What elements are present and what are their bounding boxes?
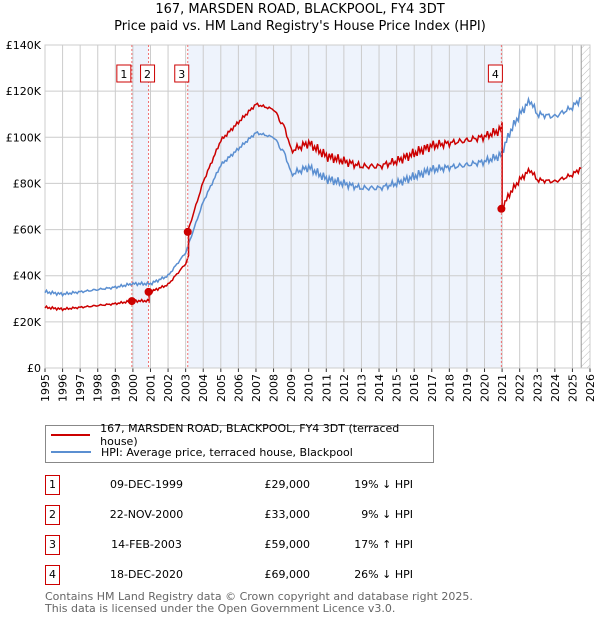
y-tick-label: £40K xyxy=(13,270,42,283)
sale-number: 1 xyxy=(45,475,60,495)
x-tick-label: 2000 xyxy=(127,374,140,402)
sale-price: £69,000 xyxy=(264,568,311,581)
x-tick-label: 2003 xyxy=(180,374,193,402)
x-tick-label: 2015 xyxy=(391,374,404,402)
x-tick-label: 2021 xyxy=(496,374,509,402)
shade-1-2 xyxy=(131,45,149,368)
sale-price: £59,000 xyxy=(264,538,311,551)
sale-4-point xyxy=(497,204,506,213)
sale-number: 2 xyxy=(45,505,60,525)
sale-row: 3 14-FEB-2003 £59,000 17% ↑ HPI xyxy=(45,535,425,555)
x-tick-label: 2017 xyxy=(426,374,439,402)
x-tick-label: 2001 xyxy=(144,374,157,402)
footer-copyright: Contains HM Land Registry data © Crown c… xyxy=(45,590,473,603)
sale-date: 18-DEC-2020 xyxy=(109,568,184,581)
x-tick-label: 2020 xyxy=(479,374,492,402)
y-tick-label: £120K xyxy=(6,85,42,98)
x-tick-label: 2016 xyxy=(408,374,421,402)
sale-3-label-box xyxy=(174,64,190,83)
y-tick-label: £80K xyxy=(13,177,42,190)
sale-1-point xyxy=(127,297,136,306)
sale-date: 09-DEC-1999 xyxy=(109,478,184,491)
sale-hpi-diff: 26% ↓ HPI xyxy=(354,568,413,581)
y-tick-label: £0 xyxy=(27,362,41,375)
sale-row: 2 22-NOV-2000 £33,000 9% ↓ HPI xyxy=(45,505,425,525)
hpi-line xyxy=(44,96,582,298)
footer-licence: This data is licensed under the Open Gov… xyxy=(45,602,396,615)
y-tick-label: £60K xyxy=(13,224,42,237)
x-tick-label: 2024 xyxy=(549,374,562,402)
sale-2-point xyxy=(144,287,153,296)
sale-2-label: 2 xyxy=(144,68,151,81)
x-tick-label: 2023 xyxy=(531,374,544,402)
x-tick-label: 2026 xyxy=(584,374,597,402)
y-tick-label: £100K xyxy=(6,131,42,144)
x-tick-label: 2007 xyxy=(250,374,263,402)
sale-number: 3 xyxy=(45,535,60,555)
x-tick-label: 2009 xyxy=(285,374,298,402)
sale-price: £33,000 xyxy=(264,508,311,521)
x-tick-label: 2008 xyxy=(268,374,281,402)
x-tick-label: 2022 xyxy=(514,374,527,402)
x-tick-label: 2011 xyxy=(320,374,333,402)
sale-hpi-diff: 17% ↑ HPI xyxy=(354,538,413,551)
plot-area: 1995 1996 1997 1998 1999 2000 2001 2002 2003 2004… xyxy=(6,39,597,402)
sale-1-label-box xyxy=(116,64,132,83)
x-tick-label: 2004 xyxy=(197,374,210,402)
plot-frame xyxy=(44,44,591,369)
sale-price: £29,000 xyxy=(264,478,311,491)
sale-row: 4 18-DEC-2020 £69,000 26% ↓ HPI xyxy=(45,565,425,585)
x-tick-label: 2006 xyxy=(232,374,245,402)
future-hatch xyxy=(581,45,590,368)
legend-label-property: 167, MARSDEN ROAD, BLACKPOOL, FY4 3DT (t… xyxy=(100,422,400,448)
legend-swatch-hpi xyxy=(51,451,91,453)
x-tick-label: 2025 xyxy=(566,374,579,402)
x-tick-label: 2010 xyxy=(303,374,316,402)
sale-number: 4 xyxy=(45,565,60,585)
chart-title: 167, MARSDEN ROAD, BLACKPOOL, FY4 3DT xyxy=(155,2,445,17)
x-tick-label: 1995 xyxy=(39,374,52,402)
y-tick-label: £20K xyxy=(13,316,42,329)
y-tick-label: £140K xyxy=(6,39,42,52)
x-tick-label: 2013 xyxy=(355,374,368,402)
sale-3-label: 3 xyxy=(178,68,185,81)
x-tick-label: 2012 xyxy=(338,374,351,402)
x-tick-label: 1996 xyxy=(57,374,70,402)
legend-label-hpi: HPI: Average price, terraced house, Blac… xyxy=(101,445,353,459)
sale-3-point xyxy=(183,227,192,236)
x-tick-label: 2005 xyxy=(215,374,228,402)
x-tick-label: 2019 xyxy=(461,374,474,402)
x-tick-label: 1998 xyxy=(92,374,105,402)
sale-date: 14-FEB-2003 xyxy=(111,538,182,551)
legend: 167, MARSDEN ROAD, BLACKPOOL, FY4 3DT (t… xyxy=(45,422,434,463)
sale-2-label-box xyxy=(140,64,156,83)
x-tick-label: 1999 xyxy=(109,374,122,402)
x-tick-label: 1997 xyxy=(74,374,87,402)
sale-date: 22-NOV-2000 xyxy=(109,508,184,521)
x-tick-label: 2014 xyxy=(373,374,386,402)
x-tick-label: 2018 xyxy=(443,374,456,402)
shade-3-4 xyxy=(187,45,502,368)
legend-swatch-property xyxy=(51,434,91,436)
sale-4-label: 4 xyxy=(492,68,499,81)
sale-1-label: 1 xyxy=(120,68,127,81)
x-tick-label: 2002 xyxy=(162,374,175,402)
sale-hpi-diff: 9% ↓ HPI xyxy=(361,508,413,521)
chart-subtitle: Price paid vs. HM Land Registry's House … xyxy=(114,19,486,34)
sale-hpi-diff: 19% ↓ HPI xyxy=(354,478,413,491)
sale-row: 1 09-DEC-1999 £29,000 19% ↓ HPI xyxy=(45,475,425,495)
sale-4-label-box xyxy=(487,64,503,83)
